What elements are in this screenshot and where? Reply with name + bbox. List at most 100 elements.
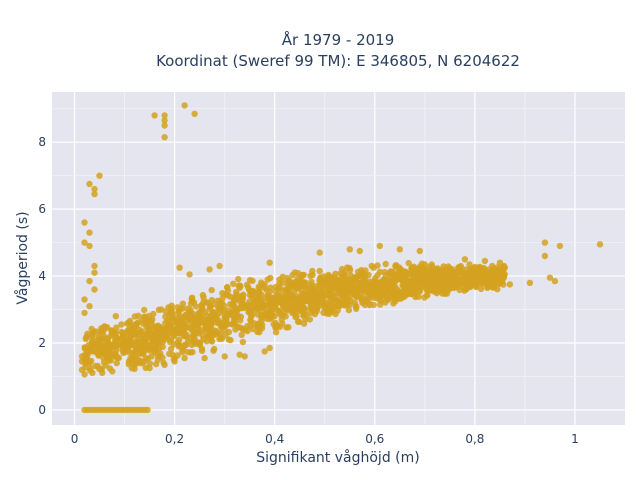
scatter-point	[263, 286, 270, 293]
scatter-point	[91, 185, 98, 193]
scatter-point	[157, 326, 164, 333]
scatter-point	[440, 263, 447, 270]
scatter-point	[211, 345, 218, 353]
scatter-point	[405, 285, 412, 292]
scatter-point	[156, 340, 163, 347]
y-tick-label: 0	[38, 403, 46, 417]
scatter-point	[546, 274, 554, 281]
scatter-point	[266, 259, 273, 266]
scatter-point	[208, 338, 216, 345]
scatter-point	[146, 360, 154, 367]
scatter-point	[150, 310, 157, 318]
scatter-point	[300, 312, 307, 319]
scatter-point	[424, 292, 431, 299]
scatter-point	[339, 301, 346, 308]
scatter-point	[217, 334, 224, 342]
scatter-point	[227, 336, 234, 344]
scatter-point	[91, 269, 98, 276]
scatter-point	[246, 298, 253, 305]
scatter-point	[481, 257, 489, 265]
scatter-point	[364, 295, 372, 302]
scatter-point	[428, 261, 435, 268]
scatter-point	[287, 302, 295, 309]
scatter-point	[86, 277, 93, 285]
scatter-point	[266, 344, 273, 352]
scatter-point	[195, 316, 202, 323]
scatter-point	[428, 280, 435, 287]
scatter-point	[324, 303, 332, 310]
scatter-point	[354, 268, 362, 275]
scatter-point	[376, 268, 384, 276]
scatter-point	[526, 279, 534, 286]
scatter-point	[170, 318, 177, 326]
scatter-point	[596, 241, 604, 248]
x-tick-label: 0,8	[465, 432, 484, 446]
scatter-point	[506, 281, 514, 288]
scatter-point	[223, 313, 230, 320]
scatter-point	[237, 317, 244, 324]
scatter-point	[344, 285, 352, 292]
scatter-point	[490, 283, 497, 290]
scatter-point	[161, 112, 168, 119]
scatter-point	[190, 321, 197, 329]
scatter-point	[196, 341, 203, 348]
scatter-point	[346, 246, 353, 253]
scatter-point	[272, 329, 280, 336]
scatter-point	[84, 352, 91, 359]
scatter-point	[444, 280, 452, 287]
scatter-point	[316, 267, 323, 275]
scatter-point	[141, 306, 148, 314]
scatter-point	[137, 358, 144, 365]
scatter-point	[86, 303, 93, 310]
scatter-point	[157, 350, 164, 357]
scatter-point	[176, 341, 183, 349]
scatter-point	[181, 321, 188, 328]
scatter-point	[256, 329, 263, 336]
scatter-point	[261, 281, 268, 288]
scatter-point	[461, 256, 469, 263]
x-tick-label: 0,4	[265, 432, 284, 446]
scatter-point	[237, 283, 244, 290]
scatter-point	[243, 281, 251, 288]
scatter-point	[372, 274, 379, 282]
scatter-point	[105, 357, 113, 364]
scatter-point	[110, 329, 118, 336]
scatter-point	[94, 345, 102, 352]
scatter-point	[404, 290, 411, 298]
scatter-point	[541, 239, 549, 246]
scatter-point	[353, 305, 360, 312]
y-tick-label: 6	[38, 202, 46, 216]
scatter-point	[323, 310, 330, 317]
scatter-point	[174, 327, 181, 334]
scatter-point	[225, 328, 233, 336]
scatter-point	[102, 362, 110, 369]
scatter-point	[440, 288, 448, 295]
scatter-point	[247, 316, 254, 324]
scatter-point	[161, 361, 168, 368]
scatter-points	[78, 102, 604, 414]
scatter-point	[306, 316, 314, 323]
scatter-point	[370, 301, 377, 309]
scatter-point	[91, 190, 98, 198]
y-tick-label: 2	[38, 336, 46, 350]
scatter-point	[274, 299, 281, 306]
scatter-point	[217, 298, 224, 306]
scatter-point	[436, 275, 444, 283]
scatter-point	[451, 269, 458, 277]
scatter-point	[138, 350, 146, 357]
scatter-point	[200, 294, 207, 301]
scatter-point	[167, 310, 175, 317]
scatter-point	[169, 329, 176, 337]
y-tick-label: 8	[38, 135, 46, 149]
x-tick-label: 0	[71, 432, 79, 446]
scatter-point	[324, 277, 332, 284]
scatter-point	[242, 326, 249, 334]
scatter-point	[250, 289, 257, 296]
scatter-point	[81, 239, 88, 246]
scatter-point	[308, 278, 315, 285]
scatter-point	[86, 229, 93, 236]
scatter-point	[438, 270, 445, 277]
scatter-point	[112, 343, 119, 350]
scatter-point	[279, 273, 286, 280]
